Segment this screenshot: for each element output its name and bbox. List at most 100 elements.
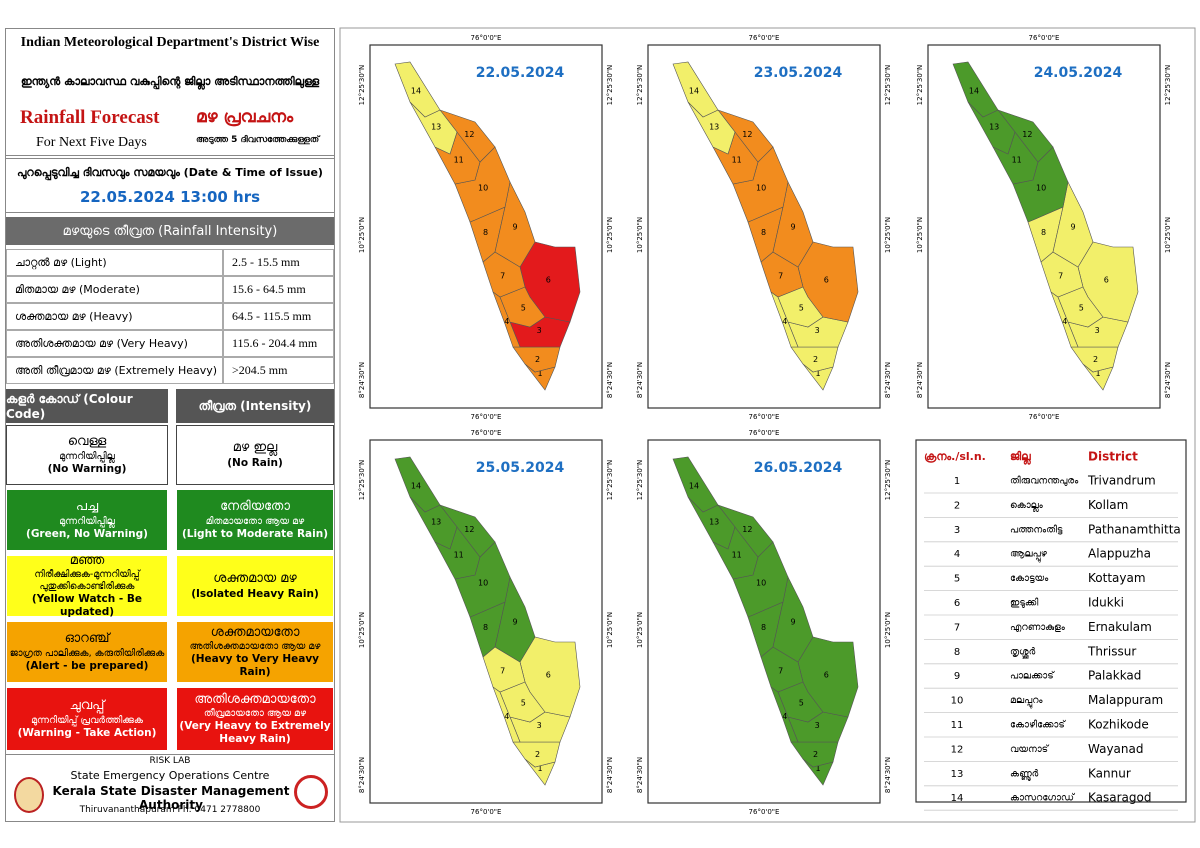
colour-cell: ഓറഞ്ച് ജാഗ്രത പാലിക്കുക, കരുതിയിരിക്കുക (A… [6,621,168,683]
colour-text: തീവ്രമായതോ ആയ മഴ [203,708,307,720]
lon-label: 76°0'0"E [1029,413,1060,421]
district-number: 8 [483,623,488,632]
lat-label: 12°25'30"N [606,65,614,106]
district-number: 2 [813,355,818,364]
lon-label: 76°0'0"E [471,34,502,42]
colour-text: (Warning - Take Action) [17,726,157,739]
footer-lab: RISK LAB [149,756,191,766]
intensity-label: മിതമായ മഴ (Moderate) [6,276,223,303]
district [394,456,441,513]
district [519,636,581,718]
district-number: 1 [537,369,542,378]
table-name-ml: പത്തനംതിട്ട [1010,523,1063,535]
colour-text: (Heavy to Very Heavy Rain) [190,652,320,679]
district-number: 6 [824,275,829,284]
colour-cell: അതിശക്തമായതോ തീവ്രമായതോ ആയ മഴ (Very Heavy … [176,687,334,751]
district-number: 11 [454,550,464,559]
district-number: 8 [483,228,488,237]
colour-cell: മഞ്ഞ നിരീക്ഷിക്കുക-മുന്നറിയിപ്പ് പുതുക്കിക… [6,552,168,618]
table-sl: 4 [954,549,960,560]
map-date: 25.05.2024 [476,460,565,476]
colour-text: (Alert - be prepared) [25,659,149,672]
district-number: 9 [790,618,795,627]
district [952,61,999,118]
table-name-ml: എറണാകുളം [1010,622,1066,633]
lat-label: 12°25'30"N [606,460,614,501]
lat-label: 12°25'30"N [916,65,924,106]
footer-authority: Kerala State Disaster Management Authori… [52,784,290,812]
lat-label: 10°25'0"N [916,217,924,253]
lat-label: 8°24'30"N [606,362,614,398]
colour-text: നേരിയതോ [220,499,290,515]
colour-cell: നേരിയതോ മിതമായതോ ആയ മഴ (Light to Moderate … [176,489,334,551]
lat-label: 8°24'30"N [358,757,366,793]
lon-label: 76°0'0"E [749,808,780,816]
table-sl: 7 [954,622,960,633]
district-number: 14 [689,482,699,491]
district-number: 10 [1036,184,1046,193]
table-name: Thrissur [1087,644,1136,658]
district-number: 10 [756,184,766,193]
intensity-range: 64.5 - 115.5 mm [223,303,334,330]
district-number: 5 [1079,303,1084,312]
lat-label: 10°25'0"N [606,217,614,253]
colour-text: ഓറഞ്ച് [64,631,110,647]
district-number: 3 [815,721,820,730]
map-date: 26.05.2024 [754,460,843,476]
lat-label: 10°25'0"N [358,217,366,253]
intensity-range: 115.6 - 204.4 mm [223,330,334,357]
table-header: ക്രനം./sl.n. [924,450,986,463]
colour-text: മഞ്ഞ [69,552,105,568]
district-number: 11 [1012,155,1022,164]
intensity-label: ചാറ്റൽ മഴ (Light) [6,249,223,276]
lat-label: 10°25'0"N [606,612,614,648]
district-number: 12 [1022,130,1032,139]
table-name-ml: ആലപ്പുഴ [1010,549,1048,562]
table-name: Kasaragod [1088,791,1151,805]
lat-label: 10°25'0"N [636,217,644,253]
district-number: 13 [431,518,441,527]
intensity-range: 2.5 - 15.5 mm [223,249,334,276]
colour-cell: ശക്തമായതോ അതിശക്തമായതോ ആയ മഴ (Heavy to Ver… [176,621,334,683]
table-name-ml: കൊല്ലം [1010,500,1044,511]
lat-label: 10°25'0"N [358,612,366,648]
issue-value: 22.05.2024 13:00 hrs [79,188,261,206]
table-name-ml: ഇടുക്കി [1010,597,1039,609]
district-number: 12 [464,130,474,139]
district [1077,241,1139,323]
table-header: ജില്ല [1010,450,1032,466]
colour-cell: മഴ ഇല്ല (No Rain) [176,425,334,485]
district-number: 9 [512,618,517,627]
district-number: 6 [546,670,551,679]
lat-label: 8°24'30"N [358,362,366,398]
issue-label: പുറപ്പെടുവിച്ച ദിവസവും സമയവും (Date & Ti… [17,166,323,179]
table-sl: 12 [951,744,964,755]
table-name-ml: കാസറഗോഡ് [1010,792,1076,804]
title: Indian Meteorological Department's Distr… [20,35,320,50]
district-number: 7 [778,272,783,281]
district-number: 4 [504,317,509,326]
lat-label: 12°25'30"N [1164,65,1172,106]
table-name-ml: പാലക്കാട് [1010,670,1056,682]
district-number: 6 [824,670,829,679]
colour-text: ശക്തമായതോ [210,624,300,640]
district-number: 14 [411,87,421,96]
table-sl: 13 [951,769,964,780]
colour-text: മുന്നറിയിപ്പില്ല [59,515,115,527]
district-number: 9 [790,223,795,232]
table-name: Kottayam [1088,571,1146,585]
district-number: 8 [1041,228,1046,237]
district-number: 9 [512,223,517,232]
colour-text: ശക്തമായ മഴ [213,571,297,587]
intensity-label: അതിശക്തമായ മഴ (Very Heavy) [6,330,223,357]
district-number: 7 [1058,272,1063,281]
footer-box [6,754,334,821]
table-sl: 5 [954,574,960,585]
district-number: 1 [815,764,820,773]
lat-label: 12°25'30"N [358,460,366,501]
table-name: Idukki [1088,596,1124,610]
